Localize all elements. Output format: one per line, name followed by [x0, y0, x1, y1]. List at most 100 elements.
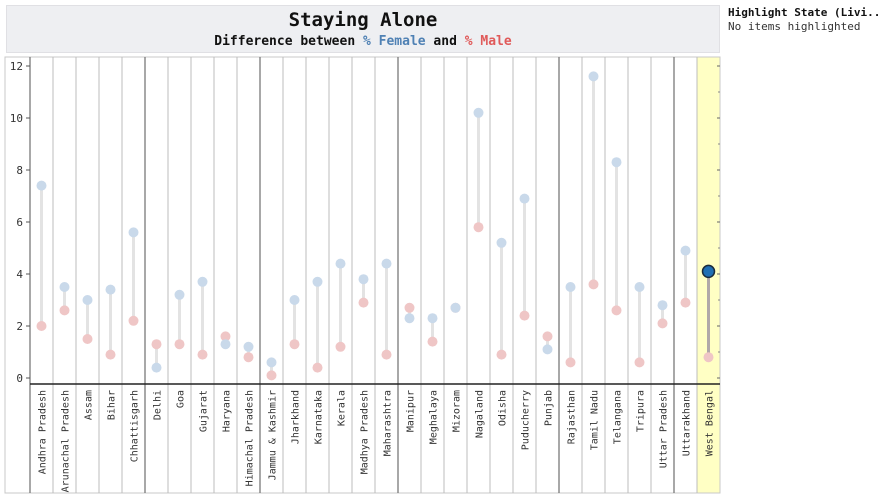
- male-point: [634, 357, 645, 368]
- male-point: [542, 331, 553, 342]
- x-tick-label: Jharkhand: [291, 390, 302, 444]
- x-tick-label: Bihar: [107, 390, 118, 420]
- x-tick-label: Tripura: [636, 390, 647, 432]
- y-tick-label: 10: [10, 112, 23, 125]
- x-tick-label: Telangana: [613, 390, 624, 444]
- male-point: [174, 339, 185, 350]
- x-tick-label: Chhattisgarh: [130, 390, 141, 462]
- female-point: [680, 245, 691, 256]
- female-point: [289, 295, 300, 305]
- female-point: [220, 339, 231, 350]
- male-point: [289, 339, 300, 350]
- x-tick-label: Mizoram: [452, 390, 463, 432]
- female-point-highlighted: [701, 264, 716, 279]
- male-point: [381, 349, 392, 360]
- subtitle-prefix: Difference between: [214, 34, 363, 49]
- male-point: [611, 305, 622, 316]
- x-tick-label: Goa: [176, 390, 187, 408]
- female-point: [496, 237, 507, 248]
- male-point: [312, 362, 323, 373]
- male-point: [496, 349, 507, 360]
- female-point: [611, 157, 622, 168]
- x-tick-label: Delhi: [153, 390, 164, 420]
- highlight-legend-title: Highlight State (Livi..: [728, 6, 878, 19]
- female-point: [105, 284, 116, 295]
- x-tick-label: Assam: [84, 390, 95, 420]
- subtitle-mid: and: [425, 34, 465, 49]
- female-point: [473, 107, 484, 118]
- male-point: [105, 349, 116, 360]
- female-point: [151, 362, 162, 373]
- x-tick-label: Haryana: [222, 390, 233, 432]
- female-point: [427, 313, 438, 324]
- x-tick-label: Maharashtra: [383, 390, 394, 456]
- female-point: [266, 357, 277, 368]
- y-tick-label: 6: [16, 216, 23, 229]
- y-tick-label: 2: [16, 320, 23, 333]
- female-point: [404, 313, 415, 324]
- female-point: [519, 193, 530, 204]
- y-tick-label: 4: [16, 268, 23, 281]
- y-tick-label: 0: [16, 372, 23, 385]
- male-point: [565, 357, 576, 368]
- female-point: [312, 276, 323, 287]
- x-tick-label: Punjab: [544, 390, 555, 426]
- y-tick-label: 12: [10, 60, 23, 73]
- x-tick-label: Karnataka: [314, 390, 325, 444]
- female-point: [197, 276, 208, 287]
- male-point: [128, 315, 139, 326]
- male-point: [82, 334, 93, 344]
- male-point: [266, 370, 277, 381]
- male-point: [335, 341, 346, 352]
- male-point: [703, 352, 714, 363]
- x-tick-label: Rajasthan: [567, 390, 578, 444]
- title-panel: Staying Alone Difference between % Femal…: [6, 5, 720, 53]
- male-point: [243, 352, 254, 363]
- male-point: [59, 305, 70, 316]
- male-point: [197, 349, 208, 360]
- female-point: [128, 227, 139, 238]
- x-tick-label: Uttarakhand: [682, 390, 693, 456]
- female-point: [243, 341, 254, 352]
- x-tick-label: Kerala: [337, 390, 348, 426]
- male-point: [680, 297, 691, 308]
- x-tick-label: Arunachal Pradesh: [61, 390, 72, 492]
- female-point: [657, 300, 668, 311]
- x-tick-label: West Bengal: [705, 390, 716, 456]
- x-tick-label: Meghalaya: [429, 390, 440, 444]
- x-tick-label: Nagaland: [475, 390, 486, 438]
- x-tick-label: Tamil Nadu: [590, 390, 601, 450]
- x-tick-label: Himachal Pradesh: [245, 390, 256, 486]
- chart-title: Staying Alone: [288, 9, 438, 31]
- male-point: [220, 331, 231, 342]
- female-point: [335, 258, 346, 269]
- male-point: [427, 336, 438, 347]
- male-point: [519, 310, 530, 321]
- female-legend-label: % Female: [362, 34, 426, 49]
- female-point: [565, 282, 576, 292]
- female-point: [542, 344, 553, 355]
- female-point: [358, 274, 369, 285]
- x-tick-label: Uttar Pradesh: [659, 390, 670, 468]
- female-point: [59, 282, 70, 292]
- x-tick-label: Gujarat: [199, 390, 210, 432]
- female-point: [588, 71, 599, 82]
- male-legend-label: % Male: [464, 34, 512, 49]
- male-point: [358, 297, 369, 308]
- x-tick-label: Madhya Pradesh: [360, 390, 371, 474]
- x-tick-label: Jammu & Kashmir: [268, 390, 279, 480]
- highlight-legend-empty: No items highlighted: [728, 20, 861, 33]
- female-point: [82, 295, 93, 305]
- x-tick-label: Odisha: [498, 390, 509, 426]
- x-tick-label: Andhra Pradesh: [38, 390, 49, 474]
- male-point: [404, 302, 415, 313]
- female-point: [634, 282, 645, 292]
- male-point: [588, 279, 599, 290]
- y-tick-label: 8: [16, 164, 23, 177]
- male-point: [151, 339, 162, 350]
- male-point: [657, 318, 668, 329]
- plot-frame: [4, 56, 721, 494]
- x-tick-label: Puducherry: [521, 390, 532, 450]
- male-point: [36, 321, 47, 331]
